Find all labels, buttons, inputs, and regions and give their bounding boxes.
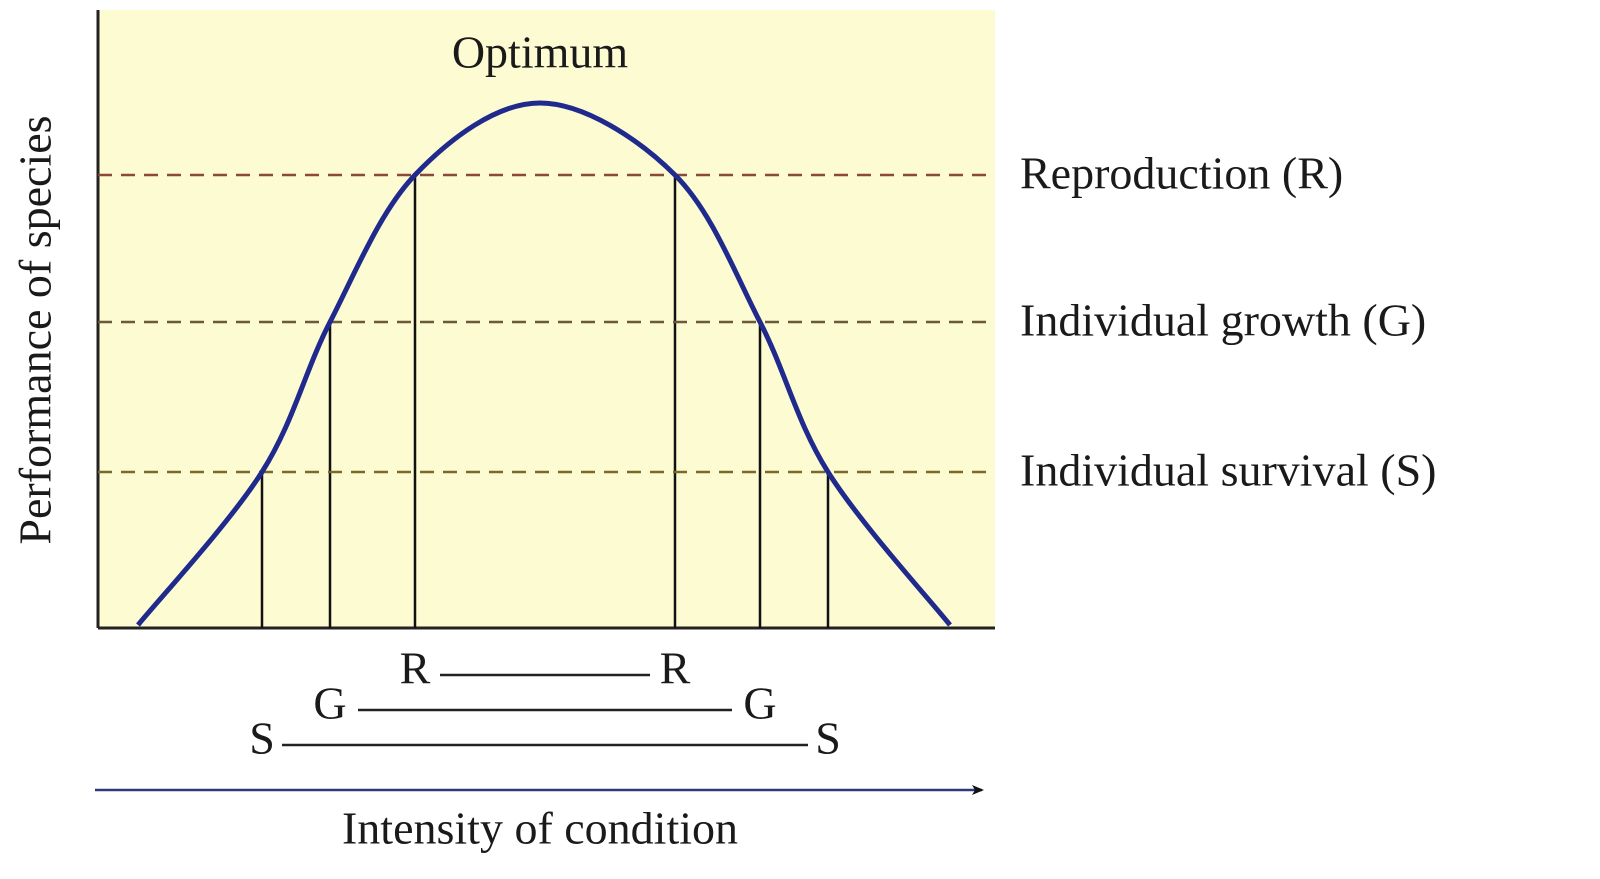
level-label: Reproduction (R) [1020,148,1343,199]
levels: Reproduction (R) R R Individual growth (G) G… [98,148,1437,764]
range-start: S [249,713,275,764]
range-end: S [815,713,841,764]
range-end: R [660,643,691,694]
range-end: G [743,678,776,729]
optimum-label: Optimum [452,27,629,78]
range-start: G [313,678,346,729]
plot-background [98,10,995,628]
y-axis-label: Performance of species [10,115,61,544]
level-label: Individual growth (G) [1020,295,1426,346]
x-axis-label: Intensity of condition [342,803,738,854]
performance-curve [136,100,952,627]
range-start: R [400,643,431,694]
level-label: Individual survival (S) [1020,445,1437,496]
